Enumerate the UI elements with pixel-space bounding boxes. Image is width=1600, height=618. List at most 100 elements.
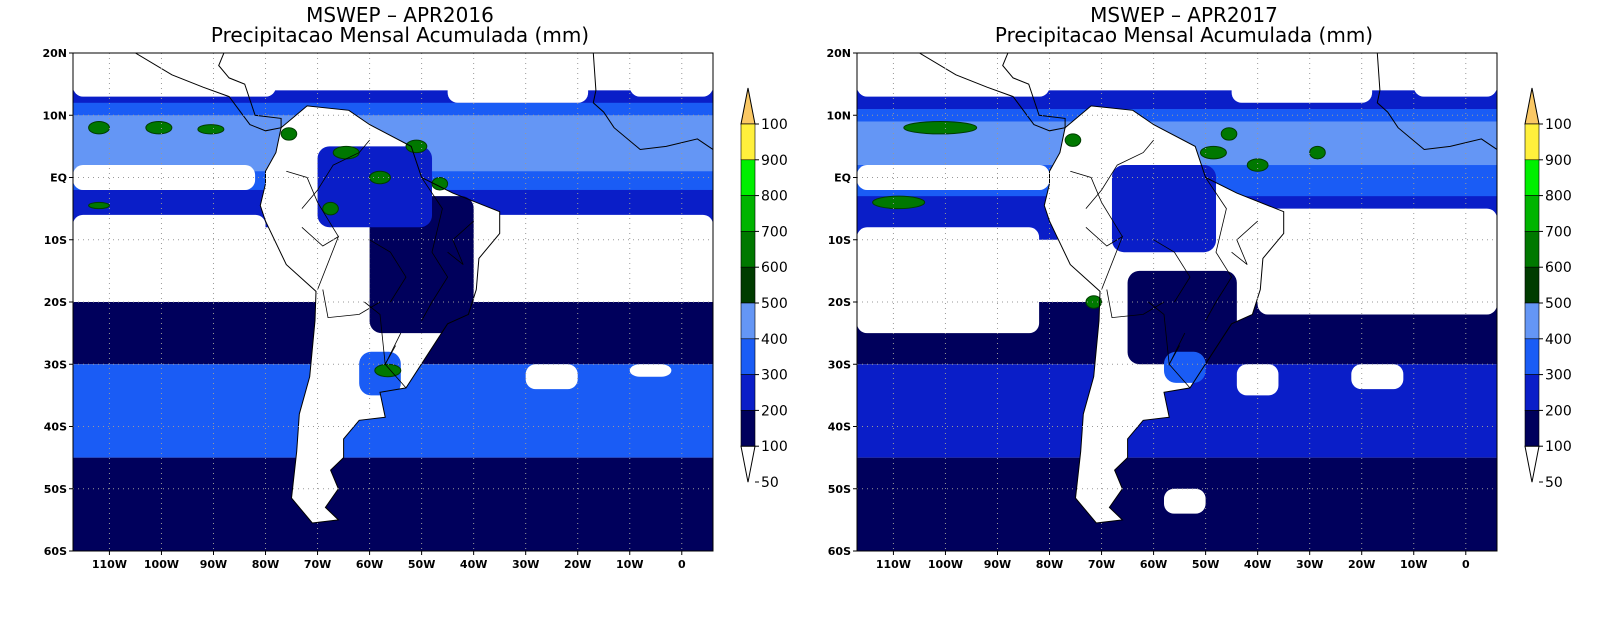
colorbar-label: 100 xyxy=(1545,439,1572,455)
colorbar-segment xyxy=(740,410,756,447)
dry-region xyxy=(971,53,1154,78)
lon-tick-label: 90W xyxy=(984,558,1011,571)
country-border xyxy=(1085,139,1154,209)
colorbar-label: 600 xyxy=(1545,260,1572,276)
lon-tick-label: 40W xyxy=(1244,558,1271,571)
heavy-rain-cell xyxy=(88,120,110,135)
lon-tick-label: 100W xyxy=(928,558,963,571)
lon-tick-label: 70W xyxy=(304,558,331,571)
map-panel-apr2016: MSWEP – APR2016 Precipitacao Mensal Acum… xyxy=(42,3,788,571)
lat-tick-label: 20S xyxy=(44,296,67,309)
lat-tick-label: 60S xyxy=(44,545,67,558)
heavy-rain-cell xyxy=(197,124,225,135)
country-border xyxy=(1070,170,1123,237)
country-border xyxy=(384,345,407,389)
colorbar-arrow-icon xyxy=(1524,445,1540,483)
panel-title: MSWEP – APR2016 xyxy=(306,3,494,27)
lat-tick-label: 10N xyxy=(42,109,67,122)
precip-field xyxy=(73,53,713,551)
land-precip xyxy=(1111,165,1217,253)
lon-tick-label: 10W xyxy=(616,558,643,571)
country-border xyxy=(447,220,474,265)
country-border xyxy=(286,170,339,237)
heavy-rain-cell xyxy=(374,363,402,378)
land-precip xyxy=(317,146,433,228)
dry-region xyxy=(857,227,1040,334)
lat-tick-label: 40S xyxy=(828,421,851,434)
country-border xyxy=(301,139,370,209)
precipitation-map: 20N 10N EQ 10S 20S 30S 40S 50S 60S 110W 100W 90W 80W… xyxy=(42,47,788,571)
heavy-rain-cell xyxy=(369,170,391,185)
heavy-rain-cell xyxy=(1199,145,1227,160)
lat-tick-label: 50S xyxy=(828,483,851,496)
dry-region xyxy=(525,364,578,390)
colorbar-label: 300 xyxy=(761,368,788,384)
lat-tick-label: 20N xyxy=(826,47,851,60)
heavy-rain-cell xyxy=(431,177,449,191)
lon-tick-label: 30W xyxy=(1296,558,1323,571)
coastline-central-america xyxy=(73,53,282,132)
precipitation-map: 20N 10N EQ 10S 20S 30S 40S 50S 60S 110W 100W 90W 80W… xyxy=(826,47,1572,571)
country-border xyxy=(364,301,402,366)
colorbar-label: 100 xyxy=(761,117,788,133)
colorbar-segment xyxy=(740,302,756,340)
colorbar-label: 700 xyxy=(1545,224,1572,240)
land-precip xyxy=(1127,270,1237,365)
lat-tick-label: 10S xyxy=(44,234,67,247)
dry-region xyxy=(1163,488,1206,514)
colorbar-segment xyxy=(1524,123,1540,161)
colorbar-label: 400 xyxy=(761,332,788,348)
dry-region xyxy=(1257,208,1497,315)
country-border xyxy=(369,239,407,303)
heavy-rain-cell xyxy=(1064,133,1082,147)
colorbar-segment xyxy=(1524,302,1540,340)
colorbar-segment xyxy=(740,374,756,411)
colorbar-arrow-icon xyxy=(740,445,756,483)
colorbar-label: 50 xyxy=(761,475,779,491)
heavy-rain-cell xyxy=(280,127,298,141)
lon-tick-label: 110W xyxy=(876,558,911,571)
map-panel-apr2017: MSWEP – APR2017 Precipitacao Mensal Acum… xyxy=(784,0,1584,618)
country-border xyxy=(1205,177,1233,321)
heavy-rain-cell xyxy=(872,195,926,210)
colorbar-label: 200 xyxy=(1545,403,1572,419)
coastline-central-america xyxy=(857,53,1066,132)
coastline-south-america xyxy=(259,105,501,524)
dry-region xyxy=(1236,364,1279,396)
lon-tick-label: 70W xyxy=(1088,558,1115,571)
lat-tick-label: 30S xyxy=(828,358,851,371)
lat-tick-label: 10S xyxy=(828,234,851,247)
panel-subtitle: Precipitacao Mensal Acumulada (mm) xyxy=(994,23,1374,47)
colorbar-segment xyxy=(740,338,756,375)
lat-tick-label: 10N xyxy=(826,109,851,122)
coastline-africa xyxy=(1376,53,1497,151)
dry-region xyxy=(1413,53,1497,97)
colorbar-label: 100 xyxy=(1545,117,1572,133)
lon-tick-label: 100W xyxy=(144,558,179,571)
coastline-africa xyxy=(592,53,713,151)
colorbar-label: 600 xyxy=(761,260,788,276)
lon-tick-label: 80W xyxy=(1036,558,1063,571)
heavy-rain-cell xyxy=(1309,145,1326,160)
colorbar-label: 100 xyxy=(761,439,788,455)
dry-region xyxy=(432,214,713,302)
heavy-rain-cell xyxy=(1085,295,1103,309)
colorbar-segment xyxy=(740,231,756,268)
colorbar-label: 800 xyxy=(1545,189,1572,205)
heavy-rain-cell xyxy=(1246,158,1269,172)
lon-tick-label: 50W xyxy=(1192,558,1219,571)
lat-tick-label: 20N xyxy=(42,47,67,60)
dry-region xyxy=(1351,364,1404,390)
precip-field xyxy=(857,53,1497,551)
lon-tick-label: 0 xyxy=(1462,558,1470,571)
lat-tick-label: 30S xyxy=(44,358,67,371)
colorbar-segment xyxy=(1524,338,1540,375)
country-border xyxy=(1148,301,1186,366)
country-border xyxy=(1231,220,1258,265)
land-precip xyxy=(369,196,474,334)
heavy-rain-cell xyxy=(332,145,360,160)
colorbar-label: 400 xyxy=(1545,332,1572,348)
colorbar-segment xyxy=(1524,159,1540,196)
lon-tick-label: 60W xyxy=(1140,558,1167,571)
lon-tick-label: 40W xyxy=(460,558,487,571)
